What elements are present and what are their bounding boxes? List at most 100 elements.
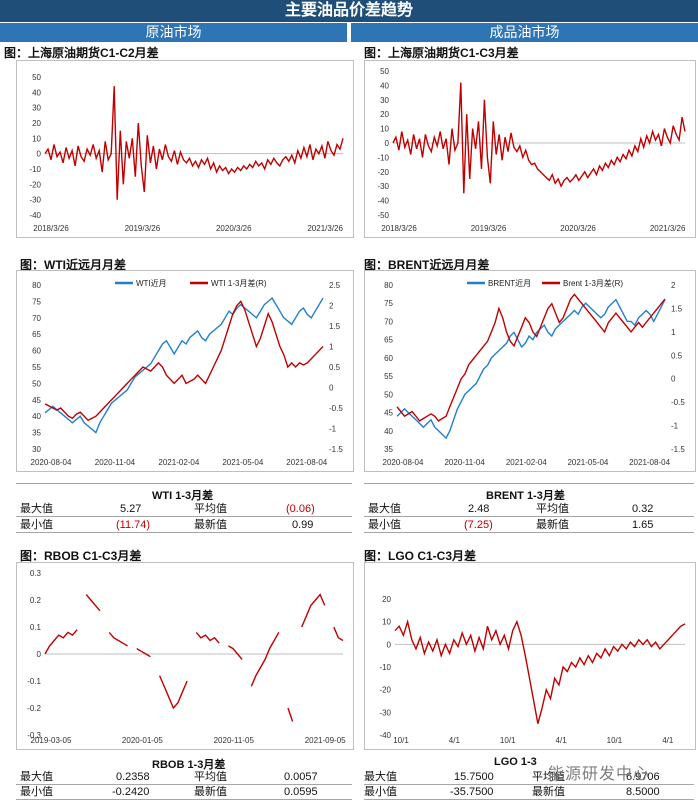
legend-label: WTI近月 — [136, 278, 167, 288]
y-tick-label: 20 — [382, 595, 391, 604]
x-tick-label: 2020-11-04 — [444, 458, 485, 467]
stats-wti: WTI 1-3月差 最大值 5.27 平均值 (0.06) 最小值 (11.74… — [16, 487, 352, 535]
y-tick-label: 20 — [380, 110, 389, 119]
chart-label-sc-c1c3: 图：上海原油期货C1-C3月差 — [364, 46, 519, 60]
y2-tick-label: 0 — [329, 384, 334, 393]
y2-tick-label: 1.5 — [671, 304, 683, 313]
label-last: 最新值 — [536, 519, 569, 531]
y2-tick-label: 2 — [329, 302, 334, 311]
value-max: 0.2358 — [116, 771, 150, 783]
label-last: 最新值 — [194, 519, 227, 531]
x-tick-label: 2020-08-04 — [383, 458, 424, 467]
x-tick-label: 4/1 — [662, 736, 674, 745]
y-tick-label: 30 — [32, 445, 41, 454]
y-tick-label: 50 — [384, 390, 393, 399]
y-tick-label: 0.1 — [30, 623, 42, 632]
y-tick-label: -10 — [379, 663, 391, 672]
y-tick-label: 20 — [32, 119, 41, 128]
x-tick-label: 2018/3/26 — [33, 224, 69, 233]
stats-title: WTI 1-3月差 — [152, 490, 214, 502]
chart-sc-c1c2: -40 -30 -20 -10 0 10 20 30 40 50 2018/3/26 2019/3/2… — [29, 73, 344, 233]
y-tick-label: -20 — [29, 180, 41, 189]
y-tick-label: -40 — [377, 197, 389, 206]
label-last: 最新值 — [194, 786, 227, 798]
label-max: 最大值 — [368, 503, 401, 515]
stats-brent: BRENT 1-3月差 最大值 2.48 平均值 0.32 最小值 (7.25)… — [364, 487, 694, 535]
y-tick-label: 80 — [384, 281, 393, 290]
y-tick-label: -0.3 — [27, 731, 41, 740]
x-tick-label: 2018/3/26 — [381, 224, 417, 233]
chart-brent: 35 40 45 50 55 60 65 70 75 80 -1.5 -1 -0.5 0 0.5 1 1.5 2 2… — [383, 278, 686, 467]
x-tick-label: 2019/3/26 — [471, 224, 507, 233]
y-tick-label: 70 — [384, 317, 393, 326]
stats-row-max: 最大值 2.48 平均值 0.32 — [364, 502, 694, 517]
chart-panel-rbob: -0.3 -0.2 -0.1 0 0.1 0.2 0.3 2019-03-05 2020-01-… — [16, 562, 354, 750]
section-products: 成品油市场 — [351, 23, 698, 42]
label-last: 最新值 — [532, 786, 565, 798]
x-tick-label: 10/1 — [500, 736, 516, 745]
y-tick-label: 45 — [32, 396, 41, 405]
y2-tick-label: 1 — [329, 343, 334, 352]
value-min: (11.74) — [116, 519, 151, 531]
x-tick-label: 2021-09-05 — [305, 736, 346, 745]
chart-panel-wti: 30 35 40 45 50 55 60 65 70 75 80 -1.5 -1 -0.5 0 0.5 1 1.5… — [16, 270, 354, 472]
y-tick-label: 50 — [32, 379, 41, 388]
y-tick-label: 40 — [32, 412, 41, 421]
y-tick-label: -0.2 — [27, 704, 41, 713]
y-tick-label: -40 — [29, 211, 41, 220]
x-tick-label: 2021-02-04 — [506, 458, 547, 467]
y-tick-label: 10 — [380, 125, 389, 134]
chart-sc-c1c3: -50 -40 -30 -20 -10 0 10 20 30 40 50 2018/3/26 2019/… — [377, 67, 686, 233]
series-line-0 — [44, 593, 344, 722]
y2-tick-label: 1 — [671, 328, 676, 337]
page-title: 主要油品价差趋势 — [0, 0, 698, 22]
chart-panel-brent: 35 40 45 50 55 60 65 70 75 80 -1.5 -1 -0.5 0 0.5 1 1.5 2 2… — [364, 270, 696, 472]
chart-label-lgo: 图：LGO C1-C3月差 — [364, 549, 477, 563]
y-tick-label: 10 — [32, 134, 41, 143]
value-max: 15.7500 — [454, 771, 494, 783]
y2-tick-label: 0.5 — [671, 351, 683, 360]
stats-row-min: 最小值 -35.7500 最新值 8.5000 — [364, 785, 694, 800]
stats-title: RBOB 1-3月差 — [152, 759, 226, 771]
y-tick-label: 0.2 — [30, 596, 42, 605]
y-tick-label: 75 — [32, 297, 41, 306]
value-min: -35.7500 — [450, 786, 494, 798]
x-tick-label: 2021-05-04 — [222, 458, 263, 467]
section-crude: 原油市场 — [0, 23, 347, 42]
label-max: 最大值 — [20, 771, 53, 783]
y-tick-label: -10 — [377, 153, 389, 162]
y-tick-label: 50 — [380, 67, 389, 76]
y-tick-label: 60 — [384, 354, 393, 363]
y-tick-label: 35 — [32, 429, 41, 438]
x-tick-label: 4/1 — [556, 736, 568, 745]
y-tick-label: 0 — [385, 139, 390, 148]
label-max: 最大值 — [364, 771, 397, 783]
chart-label-sc-c1c2: 图：上海原油期货C1-C2月差 — [4, 46, 159, 60]
y-tick-label: 75 — [384, 299, 393, 308]
y-tick-label: 0 — [387, 640, 392, 649]
x-tick-label: 2020/3/26 — [560, 224, 596, 233]
x-tick-label: 2020/3/26 — [216, 224, 252, 233]
y2-tick-label: -0.5 — [671, 398, 685, 407]
value-avg: (0.06) — [286, 503, 315, 515]
label-max: 最大值 — [20, 503, 53, 515]
stats-title: BRENT 1-3月差 — [486, 490, 565, 502]
value-avg: 6.9706 — [626, 771, 660, 783]
value-last: 0.0595 — [284, 786, 318, 798]
legend-label: BRENT近月 — [488, 278, 531, 288]
label-avg: 平均值 — [532, 771, 565, 783]
y-tick-label: -40 — [379, 731, 391, 740]
x-tick-label: 2021-08-04 — [286, 458, 327, 467]
stats-row-max: 最大值 5.27 平均值 (0.06) — [16, 502, 352, 517]
y-tick-label: 45 — [384, 409, 393, 418]
chart-wti: 30 35 40 45 50 55 60 65 70 75 80 -1.5 -1 -0.5 0 0.5 1 1.5… — [31, 278, 344, 467]
y2-tick-label: 2.5 — [329, 281, 341, 290]
value-avg: 0.0057 — [284, 771, 318, 783]
chart-panel-sc-c1c3: -50 -40 -30 -20 -10 0 10 20 30 40 50 2018/3/26 2019/… — [364, 60, 696, 238]
value-min: (7.25) — [464, 519, 493, 531]
y-tick-label: 60 — [32, 347, 41, 356]
y-tick-label: 55 — [384, 372, 393, 381]
x-tick-label: 10/1 — [393, 736, 409, 745]
y2-tick-label: -1.5 — [671, 445, 685, 454]
value-max: 5.27 — [120, 503, 142, 515]
